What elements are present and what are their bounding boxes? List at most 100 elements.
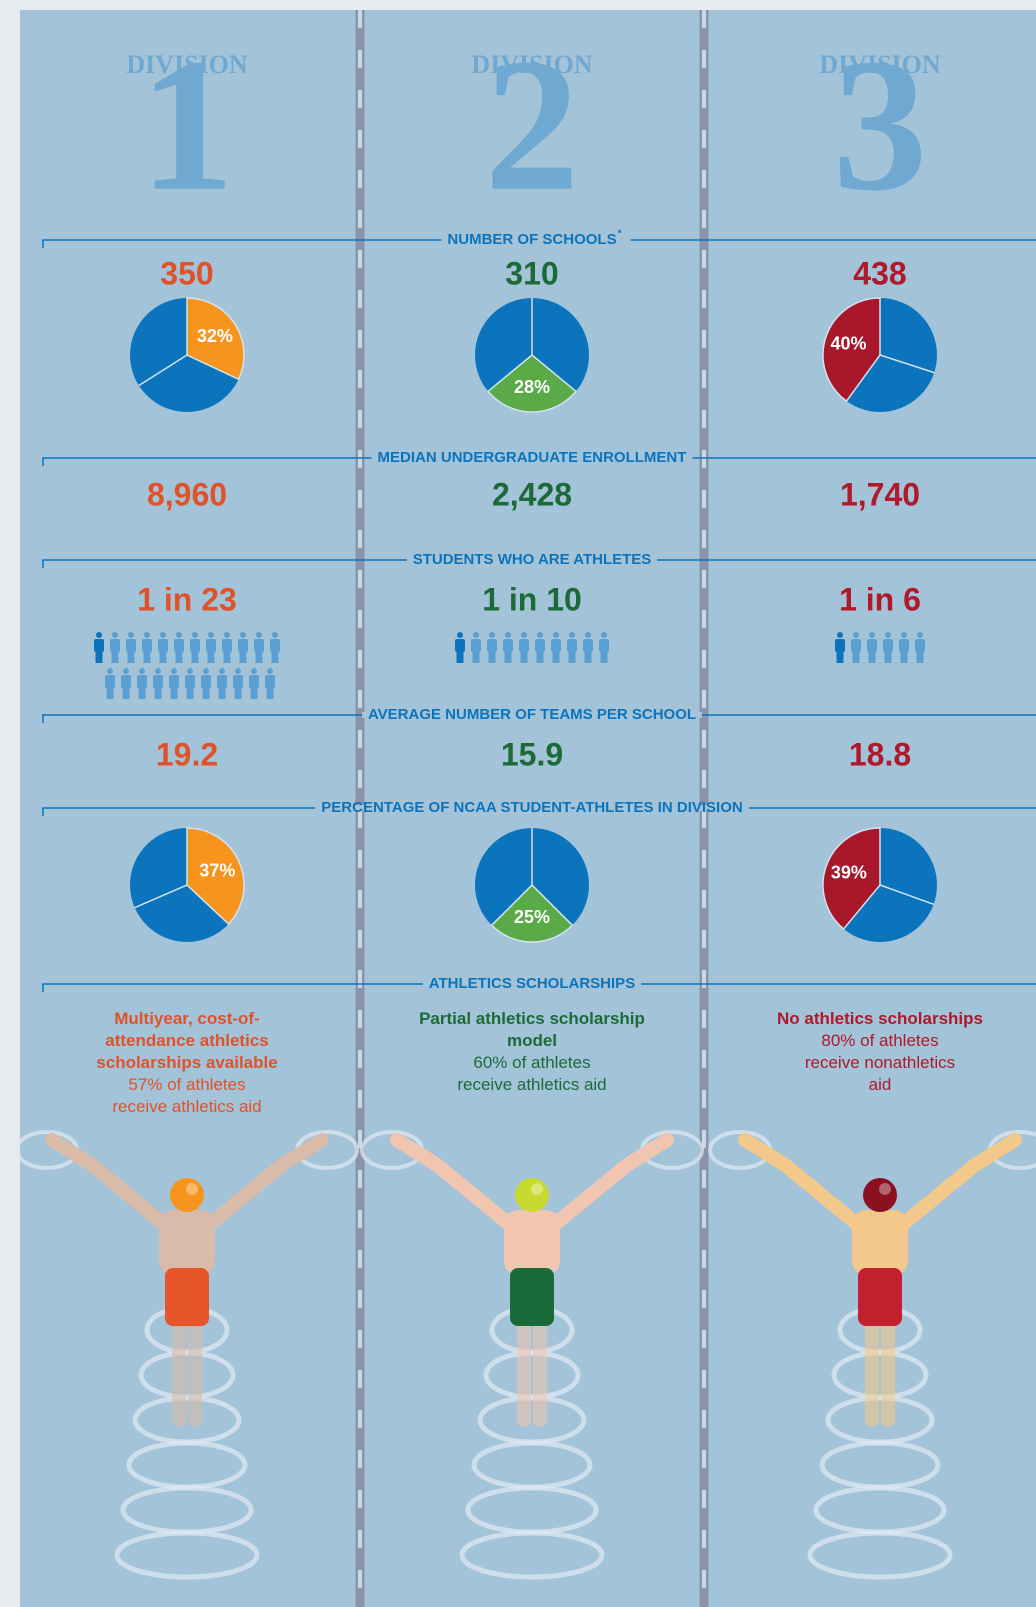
division-label: DIVISION bbox=[819, 50, 941, 79]
cap bbox=[170, 1178, 204, 1212]
heading-note: * bbox=[618, 229, 622, 240]
scholarship-detail: 57% of athletes receive athletics aid bbox=[112, 1075, 262, 1116]
person-legs bbox=[175, 651, 183, 663]
person-body bbox=[110, 639, 120, 652]
person-body bbox=[503, 639, 513, 652]
stat-value: 1,740 bbox=[840, 476, 920, 512]
person-legs bbox=[536, 651, 544, 663]
person-legs bbox=[504, 651, 512, 663]
person-body bbox=[487, 639, 497, 652]
person-head bbox=[272, 632, 278, 638]
scholarship-model: Multiyear, cost-of-attendance athletics … bbox=[96, 1009, 278, 1072]
person-legs bbox=[456, 651, 464, 663]
stat-value: 18.8 bbox=[849, 736, 911, 772]
person-body bbox=[121, 675, 131, 688]
person-body bbox=[249, 675, 259, 688]
scholarship-detail: 60% of athletes receive athletics aid bbox=[457, 1053, 607, 1094]
torso bbox=[159, 1210, 215, 1275]
person-legs bbox=[191, 651, 199, 663]
person-head bbox=[256, 632, 262, 638]
person-legs bbox=[488, 651, 496, 663]
person-head bbox=[917, 632, 923, 638]
person-head bbox=[96, 632, 102, 638]
scholarship-text: No athletics scholarships 80% of athletes… bbox=[755, 1008, 1005, 1096]
person-legs bbox=[884, 651, 892, 663]
person-body bbox=[201, 675, 211, 688]
person-body bbox=[158, 639, 168, 652]
person-legs bbox=[122, 687, 130, 699]
trunks bbox=[858, 1268, 902, 1326]
scholarship-detail: 80% of athletes receive nonathletics aid bbox=[804, 1031, 956, 1094]
ripple bbox=[114, 1530, 260, 1580]
person-head bbox=[553, 632, 559, 638]
person-body bbox=[915, 639, 925, 652]
heading-gap bbox=[315, 805, 749, 811]
person-head bbox=[187, 668, 193, 674]
person-body bbox=[471, 639, 481, 652]
person-body bbox=[126, 639, 136, 652]
person-body bbox=[835, 639, 845, 652]
person-head bbox=[224, 632, 230, 638]
person-legs bbox=[520, 651, 528, 663]
person-body bbox=[535, 639, 545, 652]
person-body bbox=[142, 639, 152, 652]
person-head bbox=[853, 632, 859, 638]
person-head bbox=[473, 632, 479, 638]
trunks bbox=[165, 1268, 209, 1326]
person-head bbox=[837, 632, 843, 638]
person-head bbox=[869, 632, 875, 638]
legs bbox=[865, 1313, 895, 1427]
person-head bbox=[112, 632, 118, 638]
division-label: DIVISION bbox=[471, 50, 593, 79]
person-legs bbox=[234, 687, 242, 699]
pie-slice bbox=[822, 297, 881, 403]
legs bbox=[172, 1313, 202, 1427]
stat-value: 15.9 bbox=[501, 736, 563, 772]
pie-slice bbox=[186, 827, 245, 926]
swimmer bbox=[15, 1130, 359, 1580]
person-legs bbox=[127, 651, 135, 663]
ripple bbox=[807, 1530, 953, 1580]
person-legs bbox=[159, 651, 167, 663]
person-head bbox=[144, 632, 150, 638]
person-head bbox=[107, 668, 113, 674]
person-body bbox=[851, 639, 861, 652]
heading-gap bbox=[422, 981, 642, 987]
person-body bbox=[254, 639, 264, 652]
stat-value: 2,428 bbox=[492, 476, 572, 512]
heading-gap bbox=[371, 455, 693, 461]
person-body bbox=[233, 675, 243, 688]
ripple bbox=[459, 1530, 605, 1580]
section-heading: PERCENTAGE OF NCAA STUDENT-ATHLETES IN D… bbox=[321, 799, 742, 816]
person-body bbox=[455, 639, 465, 652]
arms bbox=[390, 1133, 674, 1232]
person-legs bbox=[207, 651, 215, 663]
heading-gap bbox=[441, 237, 631, 243]
person-head bbox=[123, 668, 129, 674]
person-body bbox=[899, 639, 909, 652]
person-legs bbox=[836, 651, 844, 663]
person-legs bbox=[111, 651, 119, 663]
scholarship-model: No athletics scholarships bbox=[777, 1009, 983, 1028]
person-body bbox=[567, 639, 577, 652]
division-number: 3 bbox=[833, 21, 928, 231]
person-head bbox=[267, 668, 273, 674]
scholarship-text: Multiyear, cost-of-attendance athletics … bbox=[62, 1008, 312, 1118]
person-head bbox=[160, 632, 166, 638]
person-body bbox=[94, 639, 104, 652]
pie-label: 37% bbox=[199, 861, 235, 881]
person-legs bbox=[568, 651, 576, 663]
section-heading: ATHLETICS SCHOLARSHIPS bbox=[429, 975, 635, 992]
person-head bbox=[155, 668, 161, 674]
person-body bbox=[174, 639, 184, 652]
person-legs bbox=[600, 651, 608, 663]
person-legs bbox=[143, 651, 151, 663]
heading-gap bbox=[406, 557, 658, 563]
person-body bbox=[217, 675, 227, 688]
person-head bbox=[901, 632, 907, 638]
person-legs bbox=[868, 651, 876, 663]
person-legs bbox=[186, 687, 194, 699]
person-head bbox=[139, 668, 145, 674]
cap-shine bbox=[186, 1183, 198, 1195]
